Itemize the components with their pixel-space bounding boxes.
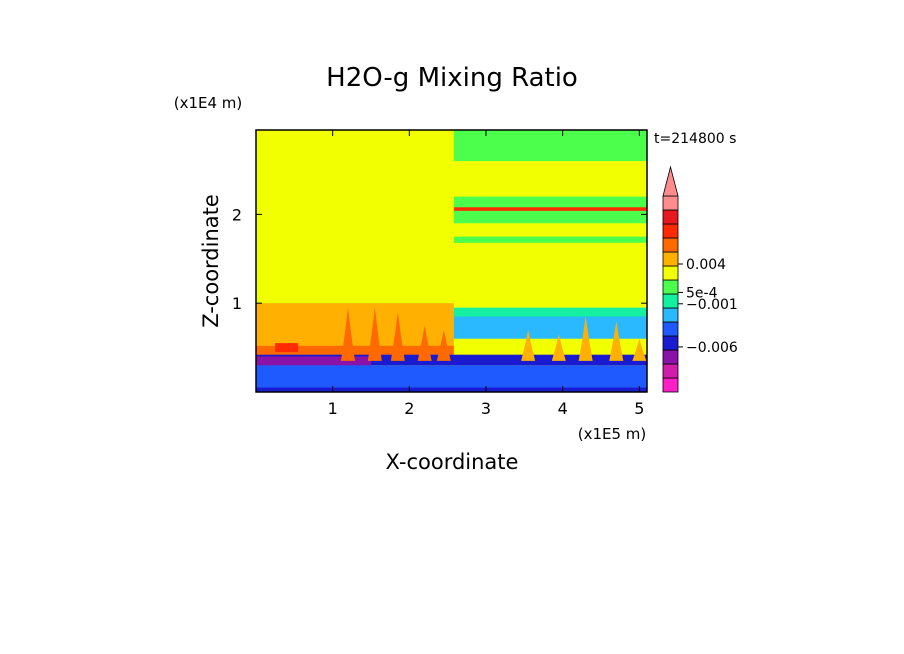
- x-tick-label-1: 2: [404, 399, 414, 418]
- colorbar-swatch-6: [662, 293, 679, 309]
- y-scale-label: (x1E4 m): [174, 94, 243, 112]
- plot-frame: [255, 129, 648, 393]
- field-region-11: [256, 356, 371, 366]
- colorbar-swatch-0: [662, 377, 679, 393]
- chart-title: H2O-g Mixing Ratio: [326, 63, 578, 93]
- colorbar-label-0: 0.004: [686, 257, 726, 273]
- plume-3: [417, 325, 432, 361]
- x-axis-label: X-coordinate: [386, 450, 519, 474]
- y-tick-label-1: 2: [232, 205, 242, 224]
- colorbar-swatch-13: [662, 195, 679, 211]
- field-region-3: [453, 207, 647, 211]
- colorbar-swatch-5: [662, 307, 679, 323]
- colorbar-label-2: −0.001: [686, 297, 738, 313]
- time-label: t=214800 s: [654, 131, 736, 147]
- colorbar-swatch-10: [662, 237, 679, 253]
- x-tick-label-4: 5: [634, 399, 644, 418]
- plume-7: [578, 316, 593, 361]
- y-tick-label-0: 1: [232, 294, 242, 313]
- colorbar-swatch-4: [662, 321, 679, 337]
- plot-area: [256, 130, 647, 392]
- colorbar-swatch-2: [662, 349, 679, 365]
- x-scale-label: (x1E5 m): [578, 425, 647, 443]
- field-region-10: [256, 354, 647, 366]
- plume-4: [436, 329, 451, 361]
- field-region-1: [453, 130, 647, 162]
- field-region-9: [453, 307, 647, 317]
- axis-ticks: 1 2 3 4 5 1 2: [232, 130, 647, 418]
- field-region-4: [453, 236, 647, 243]
- plume-0: [341, 307, 355, 361]
- colorbar-swatch-11: [662, 223, 679, 239]
- colorbar-swatch-3: [662, 335, 679, 351]
- plume-9: [632, 338, 647, 361]
- plume-2: [390, 312, 405, 361]
- colorbar: 0.004 5e-4−0.001 −0.006: [662, 165, 738, 393]
- y-axis-label: Z-coordinate: [199, 194, 223, 328]
- plume-5: [521, 329, 536, 361]
- x-tick-label-3: 4: [558, 399, 568, 418]
- colorbar-extend-arrow: [662, 165, 679, 197]
- colorbar-swatch-7: [662, 279, 679, 295]
- colorbar-swatch-8: [662, 265, 679, 281]
- x-tick-label-0: 1: [328, 399, 338, 418]
- plume-6: [551, 334, 566, 361]
- colorbar-label-3: −0.006: [686, 340, 738, 356]
- colorbar-swatch-1: [662, 363, 679, 379]
- colorbar-label-1: 5e-4: [686, 285, 718, 301]
- plume-1: [367, 307, 382, 361]
- field-region-7: [275, 343, 299, 353]
- plume-8: [609, 320, 624, 361]
- x-tick-label-2: 3: [481, 399, 491, 418]
- colorbar-swatch-9: [662, 251, 679, 267]
- colorbar-swatch-12: [662, 209, 679, 225]
- field-region-6: [256, 345, 454, 357]
- field-region-13: [256, 387, 647, 392]
